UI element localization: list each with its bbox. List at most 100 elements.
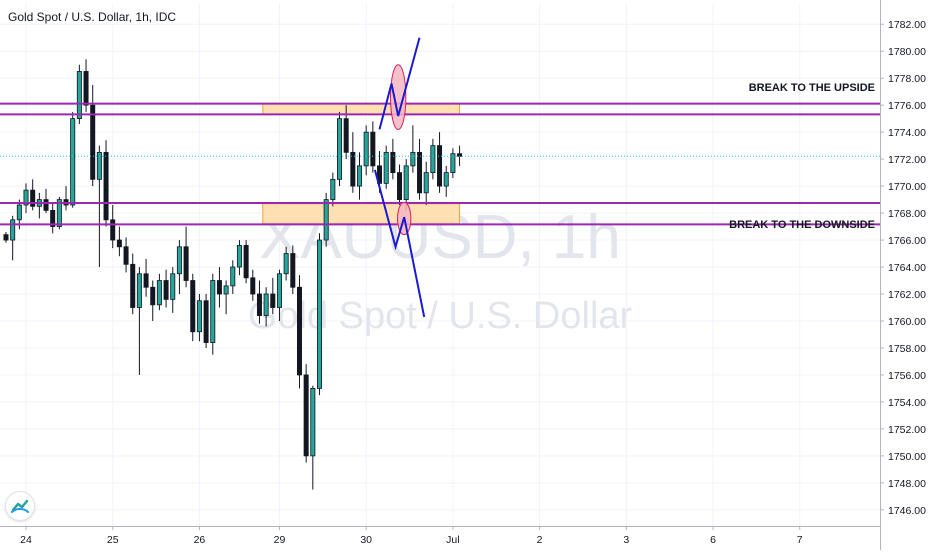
bearish-candle	[110, 219, 116, 241]
highlight-ellipse	[390, 64, 407, 130]
tradingview-logo-icon[interactable]	[6, 492, 34, 520]
bearish-candle	[417, 151, 423, 194]
bullish-candle	[330, 178, 336, 200]
bullish-candle	[23, 189, 29, 206]
bearish-candle	[116, 239, 122, 248]
bearish-candle	[370, 131, 376, 167]
time-tick-label: Jul	[446, 534, 459, 546]
price-tick-label: 1774.00	[888, 127, 926, 139]
time-tick-label: 3	[623, 534, 629, 546]
bullish-candle	[176, 246, 182, 275]
bearish-candle	[290, 253, 296, 288]
bullish-candle	[76, 71, 82, 120]
bullish-candle	[383, 151, 389, 184]
bearish-candle	[90, 104, 96, 180]
time-axis: 24 25 26 29 30 Jul 2 3 6 7	[0, 526, 880, 546]
bullish-candle	[236, 245, 242, 268]
price-tick-label: 1752.00	[888, 424, 926, 436]
price-axis-panel	[880, 0, 932, 550]
bearish-candle	[250, 277, 256, 295]
price-tick-label: 1748.00	[888, 478, 926, 490]
bearish-candle	[83, 71, 89, 106]
bearish-candle	[30, 189, 36, 207]
watermark-name: Gold Spot / U.S. Dollar	[248, 295, 633, 337]
bullish-candle	[96, 151, 102, 180]
price-tick-label: 1762.00	[888, 289, 926, 301]
bearish-candle	[350, 151, 356, 187]
price-tick-label: 1746.00	[888, 505, 926, 517]
bullish-candle	[196, 300, 202, 333]
gridlines	[0, 4, 880, 526]
bullish-candle	[403, 165, 409, 200]
bullish-candle	[276, 273, 282, 308]
bullish-candle	[170, 273, 176, 300]
bearish-candle	[216, 280, 222, 295]
price-axis: 1782.00 1780.00 1778.00 1776.00 1774.00 1772.…	[880, 0, 932, 550]
bearish-candle	[163, 280, 169, 300]
time-tick-label: 24	[20, 534, 32, 546]
projections	[373, 37, 426, 318]
price-tick-label: 1750.00	[888, 451, 926, 463]
bullish-candle	[283, 253, 289, 275]
bearish-candle	[43, 199, 49, 211]
time-tick-label: 26	[194, 534, 206, 546]
bearish-candle	[296, 286, 302, 376]
price-tick-label: 1776.00	[888, 100, 926, 112]
bearish-candle	[130, 263, 136, 308]
bearish-candle	[343, 118, 349, 153]
bearish-candle	[390, 151, 396, 174]
price-tick-label: 1760.00	[888, 316, 926, 328]
time-tick-label: 30	[360, 534, 372, 546]
bearish-candle	[103, 151, 109, 221]
price-tick-label: 1766.00	[888, 235, 926, 247]
bearish-candle	[123, 246, 129, 265]
bullish-candle	[450, 153, 456, 174]
bullish-candle	[156, 280, 162, 306]
price-tick-label: 1756.00	[888, 370, 926, 382]
downside-annotation: BREAK TO THE DOWNSIDE	[729, 219, 875, 231]
bullish-candle	[230, 266, 236, 287]
bullish-candle	[336, 118, 342, 180]
bullish-candle	[423, 172, 429, 194]
bullish-candle	[223, 285, 229, 295]
bearish-candle	[190, 280, 196, 333]
chart-title: Gold Spot / U.S. Dollar, 1h, IDC	[8, 10, 177, 24]
price-tick-label: 1780.00	[888, 46, 926, 58]
price-tick-label: 1758.00	[888, 343, 926, 355]
time-tick-label: 2	[537, 534, 543, 546]
bearish-candle	[437, 145, 443, 187]
price-tick-label: 1770.00	[888, 181, 926, 193]
downside-projection-path	[373, 169, 426, 318]
bullish-candle	[56, 199, 62, 227]
bullish-candle	[263, 293, 269, 316]
bearish-candle	[256, 293, 262, 316]
bearish-candle	[243, 245, 249, 279]
price-tick-label: 1768.00	[888, 208, 926, 220]
bearish-candle	[183, 246, 189, 281]
bullish-candle	[323, 199, 329, 241]
bullish-candle	[316, 239, 322, 389]
price-tick-label: 1778.00	[888, 73, 926, 85]
bearish-candle	[203, 300, 209, 343]
bullish-candle	[10, 219, 16, 241]
bullish-candle	[310, 388, 316, 457]
bullish-candle	[363, 131, 369, 167]
bullish-candle	[357, 165, 363, 187]
price-tick-label: 1782.00	[888, 19, 926, 31]
price-zone-box	[262, 203, 461, 225]
upside-annotation: BREAK TO THE UPSIDE	[749, 82, 875, 94]
bearish-candle	[270, 293, 276, 308]
time-tick-label: 6	[710, 534, 716, 546]
bearish-candle	[143, 273, 149, 288]
bullish-candle	[136, 273, 142, 308]
time-tick-label: 29	[274, 534, 286, 546]
bearish-candle	[50, 209, 56, 227]
time-tick-label: 7	[797, 534, 803, 546]
price-zone-box	[262, 103, 461, 116]
supply-demand-zones	[262, 103, 461, 225]
bullish-candle	[16, 204, 22, 221]
logo-mark-icon	[11, 499, 29, 513]
time-tick-label: 25	[107, 534, 119, 546]
